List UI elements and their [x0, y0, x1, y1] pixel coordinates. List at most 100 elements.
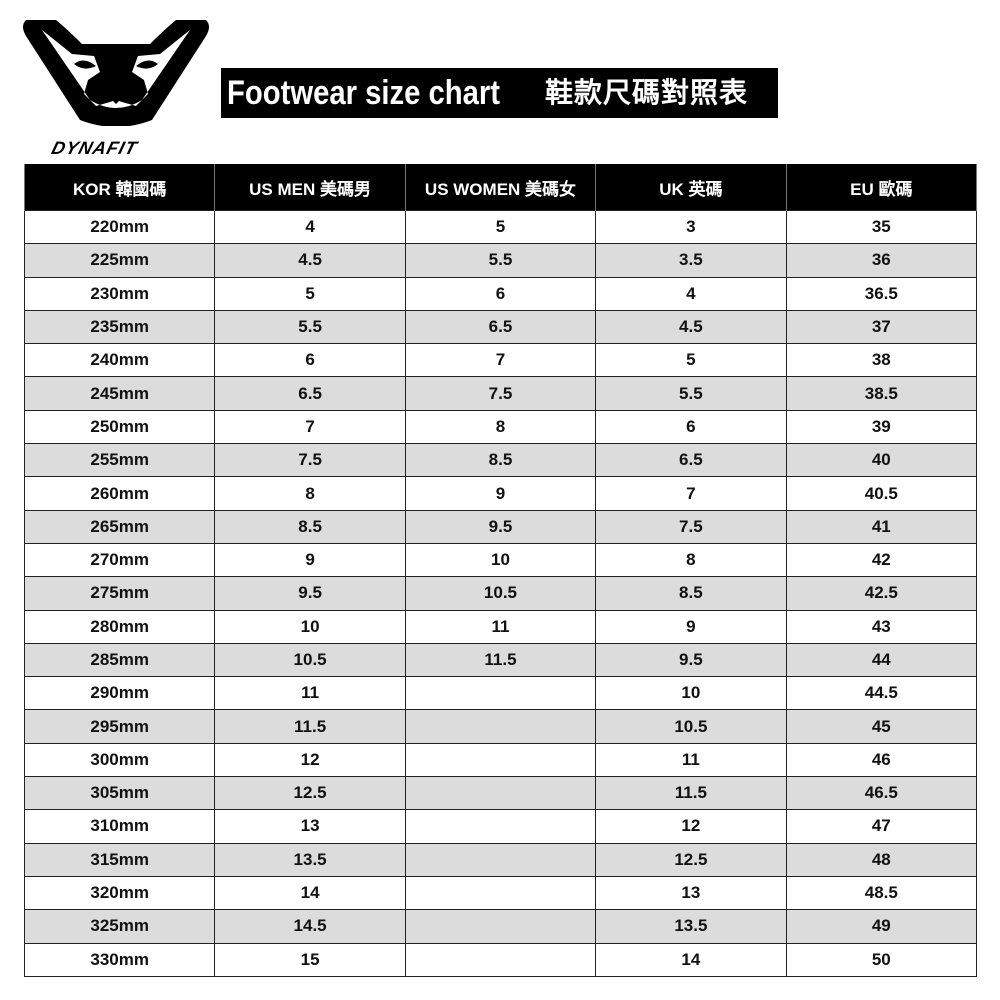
table-cell: 265mm	[23, 509, 216, 544]
table-cell: 44.5	[785, 676, 978, 711]
table-cell: 290mm	[23, 676, 216, 711]
table-cell: 7	[595, 476, 787, 511]
table-cell: 13	[214, 809, 406, 844]
table-cell: 40	[785, 443, 978, 478]
table-cell: 225mm	[23, 243, 216, 278]
table-cell: 235mm	[23, 309, 216, 345]
table-cell: 8.5	[595, 576, 787, 611]
page-title: Footwear size chart 鞋款尺碼對照表	[221, 68, 778, 118]
table-cell: 9.5	[595, 642, 787, 678]
table-cell: 285mm	[23, 642, 216, 678]
table-cell: 14	[214, 875, 406, 911]
table-cell: 8	[404, 409, 597, 445]
table-row: 325mm 14.5 13.5 49	[23, 909, 978, 944]
table-cell: 45	[785, 709, 978, 744]
table-cell	[404, 875, 597, 911]
table-cell: 13	[595, 875, 787, 911]
table-cell: 6.5	[595, 443, 787, 478]
table-cell: 38.5	[785, 376, 978, 411]
column-header: KOR 韓國碼	[23, 164, 216, 211]
table-cell: 10.5	[404, 576, 597, 611]
table-cell: 7.5	[214, 443, 406, 478]
table-cell: 5.5	[404, 243, 597, 278]
table-cell: 260mm	[23, 476, 216, 511]
table-row: 305mm 12.5 11.5 46.5	[23, 776, 978, 811]
table-cell: 9	[404, 476, 597, 511]
table-row: 250mm 7 8 6 39	[23, 409, 978, 445]
table-cell: 50	[785, 942, 978, 977]
table-cell: 240mm	[23, 343, 216, 378]
table-cell: 320mm	[23, 875, 216, 911]
header-row: KOR 韓國碼 US MEN 美碼男 US WOMEN 美碼女 UK 英碼 EU 歐碼	[23, 164, 978, 211]
table-cell: 10.5	[595, 709, 787, 744]
table-cell: 310mm	[23, 809, 216, 844]
table-row: 245mm 6.5 7.5 5.5 38.5	[23, 376, 978, 411]
table-cell	[404, 676, 597, 711]
table-cell: 11.5	[404, 642, 597, 678]
table-cell: 6.5	[404, 309, 597, 345]
table-cell: 44	[785, 642, 978, 678]
table-cell: 280mm	[23, 609, 216, 644]
table-cell: 13.5	[214, 842, 406, 877]
table-cell: 230mm	[23, 276, 216, 311]
table-cell: 4.5	[595, 309, 787, 345]
table-cell: 35	[785, 209, 978, 245]
table-cell: 275mm	[23, 576, 216, 611]
table-cell: 270mm	[23, 542, 216, 578]
table-row: 310mm 13 12 47	[23, 809, 978, 844]
table-cell: 15	[214, 942, 406, 977]
table-cell: 5.5	[595, 376, 787, 411]
table-cell: 5	[214, 276, 406, 311]
table-cell: 3.5	[595, 243, 787, 278]
table-cell: 7	[214, 409, 406, 445]
title-english: Footwear size chart	[227, 74, 500, 112]
table-cell	[404, 842, 597, 877]
table-cell	[404, 776, 597, 811]
table-cell: 300mm	[23, 742, 216, 778]
table-row: 315mm 13.5 12.5 48	[23, 842, 978, 877]
table-cell: 12.5	[595, 842, 787, 877]
table-cell: 5	[595, 343, 787, 378]
table-cell: 12	[214, 742, 406, 778]
table-cell: 43	[785, 609, 978, 644]
table-cell: 3	[595, 209, 787, 245]
table-cell: 6.5	[214, 376, 406, 411]
table-cell: 47	[785, 809, 978, 844]
table-cell: 4	[214, 209, 406, 245]
table-cell: 37	[785, 309, 978, 345]
column-header: US WOMEN 美碼女	[404, 164, 597, 211]
table-row: 295mm 11.5 10.5 45	[23, 709, 978, 744]
table-cell: 36	[785, 243, 978, 278]
table-row: 255mm 7.5 8.5 6.5 40	[23, 443, 978, 478]
table-cell: 9	[595, 609, 787, 644]
table-cell: 12	[595, 809, 787, 844]
table-cell: 11	[595, 742, 787, 778]
table-row: 275mm 9.5 10.5 8.5 42.5	[23, 576, 978, 611]
table-cell: 315mm	[23, 842, 216, 877]
column-header: EU 歐碼	[785, 164, 978, 211]
table-row: 260mm 8 9 7 40.5	[23, 476, 978, 511]
size-chart-table: KOR 韓國碼 US MEN 美碼男 US WOMEN 美碼女 UK 英碼 EU 歐碼 …	[23, 164, 978, 977]
table-cell: 42.5	[785, 576, 978, 611]
table-cell: 8	[595, 542, 787, 578]
table-cell: 8.5	[404, 443, 597, 478]
table-row: 280mm 10 11 9 43	[23, 609, 978, 644]
table-cell: 42	[785, 542, 978, 578]
table-row: 290mm 11 10 44.5	[23, 676, 978, 711]
table-cell: 10	[404, 542, 597, 578]
table-cell: 46	[785, 742, 978, 778]
table-cell: 4	[595, 276, 787, 311]
table-cell: 11	[214, 676, 406, 711]
table-cell: 14.5	[214, 909, 406, 944]
table-row: 230mm 5 6 4 36.5	[23, 276, 978, 311]
table-row: 240mm 6 7 5 38	[23, 343, 978, 378]
table-row: 300mm 12 11 46	[23, 742, 978, 778]
table-cell: 11.5	[595, 776, 787, 811]
table-cell: 11.5	[214, 709, 406, 744]
table-cell: 10.5	[214, 642, 406, 678]
table-cell: 6	[404, 276, 597, 311]
table-cell: 7.5	[595, 509, 787, 544]
table-cell: 325mm	[23, 909, 216, 944]
table-cell	[404, 709, 597, 744]
table-cell: 5.5	[214, 309, 406, 345]
